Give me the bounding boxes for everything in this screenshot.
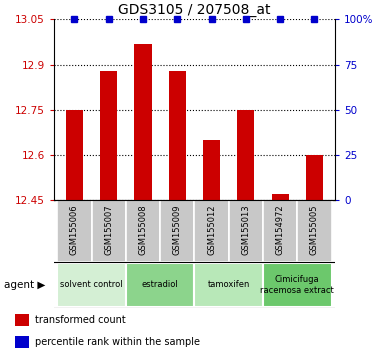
- Text: solvent control: solvent control: [60, 280, 123, 290]
- Bar: [134, 44, 152, 200]
- Bar: [169, 70, 186, 200]
- Bar: [160, 200, 194, 262]
- Text: GSM155008: GSM155008: [139, 204, 147, 255]
- Text: estradiol: estradiol: [142, 280, 179, 290]
- Bar: [92, 200, 126, 262]
- Bar: [100, 70, 117, 200]
- Bar: [194, 263, 263, 307]
- Bar: [263, 200, 297, 262]
- Text: percentile rank within the sample: percentile rank within the sample: [35, 337, 200, 347]
- Bar: [15, 336, 29, 348]
- Bar: [126, 200, 160, 262]
- Text: transformed count: transformed count: [35, 315, 126, 325]
- Text: Cimicifuga
racemosa extract: Cimicifuga racemosa extract: [260, 275, 334, 295]
- Text: GSM155006: GSM155006: [70, 204, 79, 255]
- Bar: [194, 200, 229, 262]
- Bar: [203, 140, 220, 200]
- Text: GSM155009: GSM155009: [173, 205, 182, 255]
- Bar: [126, 263, 194, 307]
- Bar: [57, 200, 92, 262]
- Bar: [229, 200, 263, 262]
- Text: GSM155013: GSM155013: [241, 204, 250, 255]
- Text: agent ▶: agent ▶: [4, 280, 46, 290]
- Bar: [15, 314, 29, 326]
- Text: GSM155007: GSM155007: [104, 204, 113, 255]
- Text: GSM154972: GSM154972: [276, 204, 285, 255]
- Bar: [263, 263, 331, 307]
- Bar: [297, 200, 331, 262]
- Text: GSM155012: GSM155012: [207, 205, 216, 255]
- Bar: [271, 194, 289, 200]
- Bar: [57, 263, 126, 307]
- Text: GSM155005: GSM155005: [310, 205, 319, 255]
- Title: GDS3105 / 207508_at: GDS3105 / 207508_at: [118, 3, 271, 17]
- Bar: [237, 110, 254, 200]
- Bar: [66, 110, 83, 200]
- Bar: [306, 155, 323, 200]
- Text: tamoxifen: tamoxifen: [208, 280, 250, 290]
